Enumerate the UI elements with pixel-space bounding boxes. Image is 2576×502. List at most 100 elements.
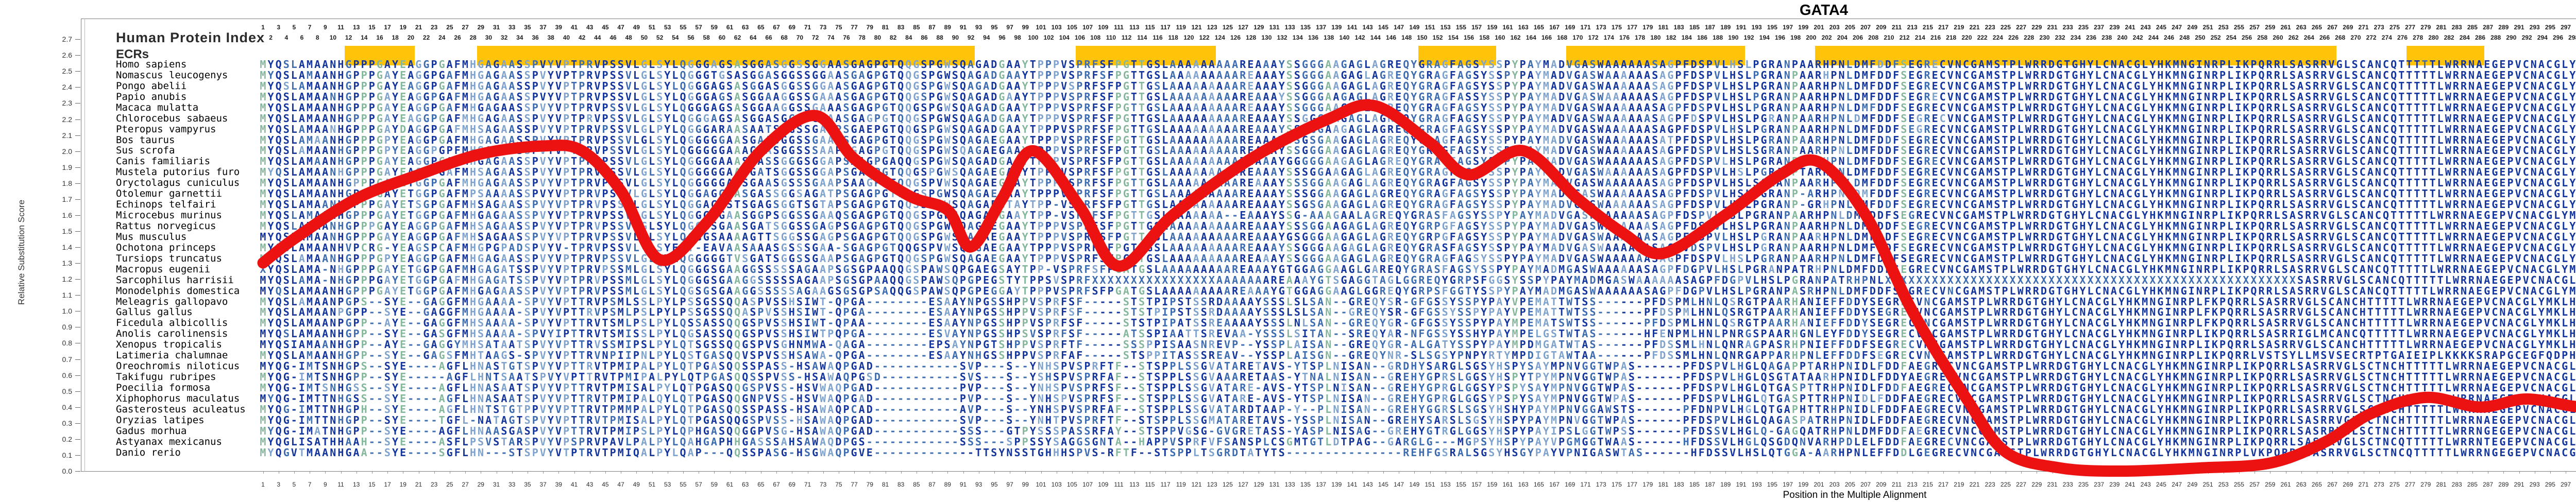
position-number: 273: [2374, 481, 2384, 488]
position-number: 174: [1603, 34, 1614, 41]
x-tick-mark: [1383, 472, 1384, 474]
position-number: 277: [2405, 481, 2416, 488]
position-number: 69: [788, 24, 795, 31]
position-number: 140: [1339, 34, 1350, 41]
x-tick-mark: [947, 472, 948, 474]
position-number: 8: [315, 34, 319, 41]
position-number: 108: [1090, 34, 1101, 41]
position-number: 183: [1673, 481, 1684, 488]
position-number: 275: [2389, 24, 2400, 31]
y-tick-label: 0.7: [62, 355, 72, 363]
x-tick-mark: [1507, 472, 1509, 474]
position-number: 85: [913, 24, 920, 31]
position-number: 235: [2078, 24, 2089, 31]
position-number: 168: [1557, 34, 1568, 41]
position-number: 272: [2366, 34, 2377, 41]
x-tick-mark: [1881, 472, 1882, 474]
position-number: 283: [2451, 481, 2462, 488]
species-name: Papio anubis: [116, 91, 187, 102]
y-tick-mark: [75, 119, 80, 120]
position-number: 224: [1992, 34, 2003, 41]
y-tick-label: 2.4: [62, 83, 72, 92]
position-number: 23: [431, 24, 438, 31]
x-tick-mark: [1601, 472, 1602, 474]
x-tick-mark: [1741, 472, 1742, 474]
species-name: Ochotona princeps: [116, 241, 216, 253]
position-number: 281: [2436, 24, 2447, 31]
position-number: 159: [1487, 24, 1498, 31]
position-number: 225: [2000, 481, 2011, 488]
position-number: 211: [1891, 24, 1902, 31]
position-number: 128: [1246, 34, 1257, 41]
position-number: 169: [1565, 481, 1575, 488]
position-number: 299: [2572, 24, 2576, 31]
position-number: 280: [2428, 34, 2439, 41]
x-tick-mark: [2472, 472, 2473, 474]
position-number: 150: [1417, 34, 1428, 41]
position-number: 22: [422, 34, 430, 41]
position-number: 49: [633, 24, 640, 31]
position-number: 88: [936, 34, 943, 41]
species-name: Anolis carolinensis: [116, 328, 228, 340]
position-number: 269: [2343, 24, 2353, 31]
position-number: 50: [640, 34, 648, 41]
position-number: 127: [1238, 481, 1249, 488]
position-number: 257: [2249, 24, 2260, 31]
position-number: 263: [2296, 481, 2307, 488]
y-tick-label: 1.9: [62, 163, 72, 171]
position-number: 205: [1844, 24, 1855, 31]
position-number: 67: [773, 24, 780, 31]
position-number: 241: [2125, 24, 2136, 31]
position-number: 169: [1565, 24, 1575, 31]
position-number: 215: [1922, 481, 1933, 488]
x-tick-mark: [1912, 472, 1913, 474]
position-number: 206: [1852, 34, 1863, 41]
x-tick-mark: [1025, 472, 1026, 474]
position-number: 58: [703, 34, 710, 41]
y-tick-mark: [75, 359, 80, 360]
x-tick-mark: [683, 472, 684, 474]
position-number: 163: [1518, 481, 1529, 488]
species-name: Xenopus tropicalis: [116, 339, 222, 351]
x-tick-mark: [2301, 472, 2302, 474]
position-number: 64: [750, 34, 757, 41]
position-number: 197: [1783, 481, 1793, 488]
position-number: 279: [2420, 24, 2431, 31]
position-number: 249: [2187, 481, 2198, 488]
position-number: 259: [2265, 481, 2276, 488]
position-number: 201: [1814, 481, 1824, 488]
y-tick-label: 0.8: [62, 339, 72, 348]
x-tick-mark: [2083, 472, 2084, 474]
species-name: Meleagris gallopavo: [116, 296, 228, 307]
position-number: 125: [1222, 24, 1233, 31]
position-number: 199: [1798, 24, 1809, 31]
position-number: 74: [827, 34, 835, 41]
position-number: 119: [1176, 24, 1186, 31]
position-number: 299: [2572, 481, 2576, 488]
species-name: Rattus norvegicus: [116, 220, 216, 232]
position-number: 177: [1627, 24, 1638, 31]
position-number: 216: [1930, 34, 1941, 41]
species-name: Macaca mulatta: [116, 101, 199, 113]
position-number: 198: [1790, 34, 1801, 41]
position-number: 157: [1471, 24, 1482, 31]
position-number: 205: [1844, 481, 1855, 488]
position-number: 164: [1526, 34, 1536, 41]
position-number: 43: [586, 481, 594, 488]
position-number: 167: [1549, 24, 1560, 31]
position-number: 196: [1774, 34, 1786, 41]
position-number: 51: [648, 24, 656, 31]
position-number: 282: [2444, 34, 2454, 41]
position-number: 139: [1331, 24, 1342, 31]
position-number: 116: [1153, 34, 1163, 41]
position-number: 239: [2109, 481, 2120, 488]
x-tick-mark: [2410, 472, 2411, 474]
species-name: Xiphophorus maculatus: [116, 392, 240, 404]
position-number: 172: [1588, 34, 1599, 41]
position-number: 101: [1036, 24, 1046, 31]
